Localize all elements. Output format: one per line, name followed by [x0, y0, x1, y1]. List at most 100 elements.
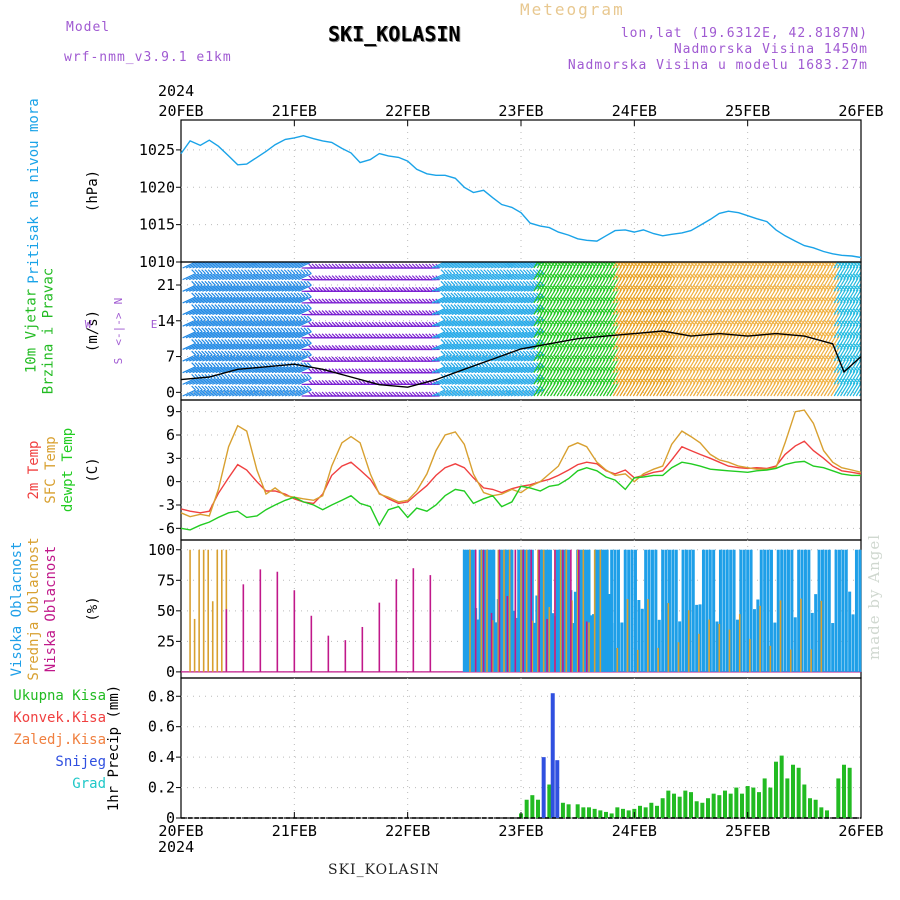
wind-barb [596, 277, 606, 292]
wind-barb [441, 296, 456, 304]
wind-barb-flag [191, 304, 197, 309]
wind-barb [639, 336, 649, 350]
wind-barb [507, 389, 521, 397]
wind-barb [288, 331, 302, 339]
wind-barb [255, 354, 269, 362]
wind-barb-flag [324, 333, 330, 339]
wind-barb-flag [571, 251, 575, 255]
wind-barb [666, 301, 676, 315]
wind-barb [586, 324, 596, 339]
wind-barb [820, 277, 830, 292]
wind-barb [666, 359, 676, 374]
wind-barb-flag [718, 251, 722, 255]
wind-barb [550, 266, 560, 280]
wind-barb-flag [529, 362, 535, 368]
wind-barb [686, 336, 696, 350]
wind-barb-flag [496, 304, 502, 309]
wind-barb [599, 347, 609, 362]
wind-barb [849, 301, 859, 315]
wind-barb [679, 312, 689, 327]
wind-barb [281, 377, 296, 385]
wind-barb-flag [240, 269, 246, 275]
wind-barb-flag [457, 327, 462, 333]
wind-barb [793, 289, 803, 304]
wind-barb-flag [220, 304, 226, 309]
wind-barb-flag [341, 391, 347, 397]
wind-barb [550, 359, 560, 374]
wind-barb-flag [318, 286, 324, 292]
wind-barb-flag [345, 356, 350, 362]
wind-barb-flag [220, 280, 226, 286]
wind-barb [703, 382, 713, 397]
wind-barb [556, 266, 566, 280]
wind-barb [793, 336, 803, 350]
wind-barb-flag [237, 315, 243, 321]
wind-barb-flag [306, 339, 312, 344]
wind-barb-flag [204, 339, 210, 344]
wind-barb-flag [220, 339, 226, 344]
wind-barb-flag [755, 251, 759, 255]
wind-barb-flag [331, 286, 337, 292]
wind-barb-flag [308, 379, 314, 385]
wind-barb [709, 347, 719, 362]
wind-barb [278, 273, 292, 281]
wind-barb [543, 266, 553, 280]
wind-barb-flag [280, 373, 286, 379]
wind-barb-flag [401, 275, 407, 281]
wind-barb [726, 312, 736, 327]
wind-barb-flag [476, 292, 482, 298]
wind-barb-flag [509, 373, 515, 379]
wind-barb [559, 359, 569, 374]
wind-barb [770, 312, 780, 327]
wind-barb-flag [483, 339, 489, 344]
wind-barb-flag [405, 356, 411, 362]
wind-barb [573, 289, 583, 304]
wind-barb [699, 262, 705, 269]
wind-barb-flag [263, 269, 269, 275]
wind-barb [703, 266, 713, 280]
wind-barb-flag [197, 315, 203, 321]
wind-barb-flag [338, 345, 344, 350]
wind-barb-flag [395, 345, 400, 350]
wind-barb [464, 284, 479, 292]
wind-barb [612, 301, 622, 315]
wind-barb [743, 336, 753, 350]
wind-barb-flag [395, 391, 400, 397]
wind-barb [553, 347, 563, 362]
wind-barb [265, 319, 279, 327]
wind-barb-flag [483, 292, 489, 298]
wind-barb-flag [270, 373, 276, 379]
wind-barb-flag [290, 385, 296, 391]
wind-barb [583, 277, 593, 292]
wind-barb [836, 266, 846, 280]
wind-barb [716, 266, 726, 280]
wind-barb [228, 273, 243, 281]
wind-barb [616, 301, 626, 315]
wind-barb [649, 289, 659, 304]
wind-barb [198, 389, 213, 397]
wind-barb [235, 319, 249, 327]
wind-barb [271, 366, 286, 374]
wind-barb-flag [358, 356, 364, 362]
wind-barb-flag [297, 280, 302, 286]
wind-barb-flag [191, 327, 197, 333]
wind-barb [543, 359, 553, 374]
wind-barb-flag [234, 262, 236, 263]
wind-barb [807, 262, 812, 269]
wind-barb-flag [355, 310, 360, 315]
wind-barb [827, 371, 837, 385]
wind-barb-flag [466, 385, 472, 391]
wind-barb-flag [318, 379, 324, 385]
wind-barb-flag [594, 251, 598, 255]
wind-barb-flag [283, 269, 289, 275]
wind-barb-flag [273, 327, 279, 333]
wind-barb-flag [684, 251, 688, 255]
wind-barb-flag [345, 275, 350, 281]
wind-barb-flag [532, 339, 538, 344]
wind-barb [461, 308, 475, 316]
wind-barb-flag [334, 356, 340, 362]
wind-barb-flag [303, 262, 305, 263]
wind-barb [746, 289, 756, 304]
wind-barb-flag [401, 321, 407, 327]
wind-barb-flag [447, 292, 452, 298]
